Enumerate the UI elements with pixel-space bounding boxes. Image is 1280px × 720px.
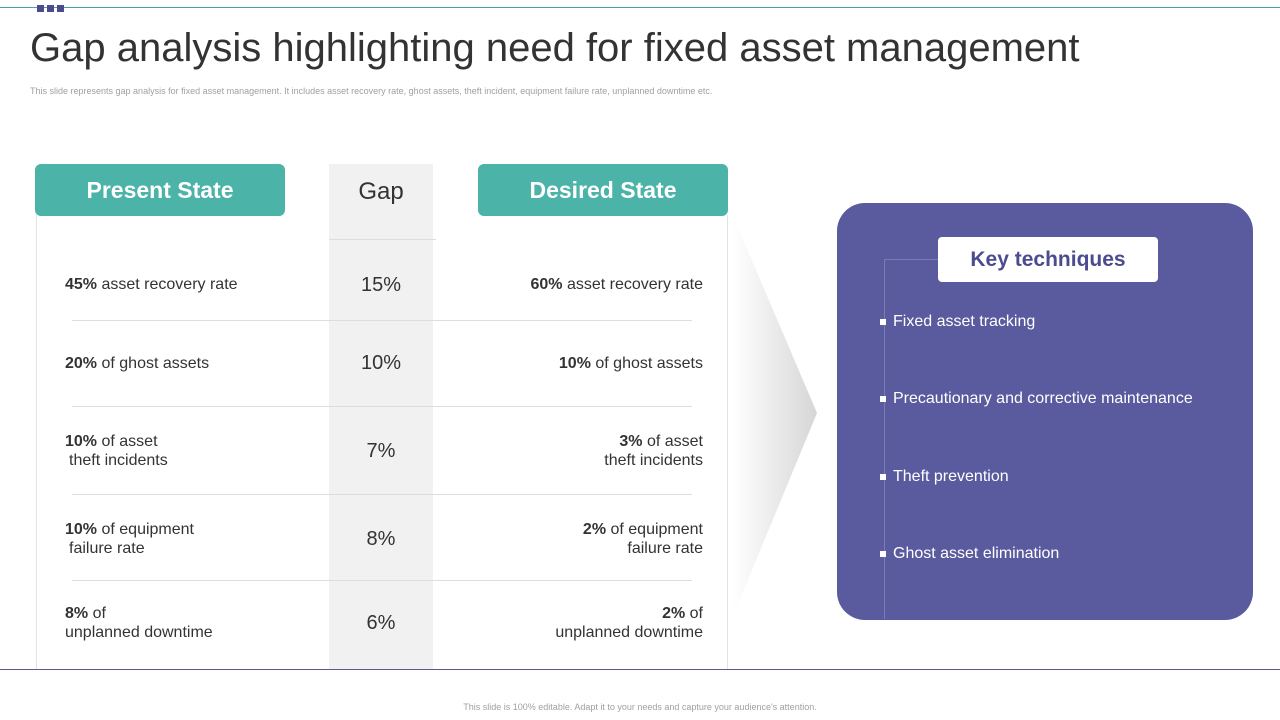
footer-note: This slide is 100% editable. Adapt it to… bbox=[463, 702, 817, 712]
bullet-icon bbox=[880, 396, 886, 402]
present-state-cell: 10% of equipment failure rate bbox=[65, 520, 194, 558]
desired-state-header: Desired State bbox=[478, 164, 728, 216]
desired-text: of equipment bbox=[606, 521, 703, 538]
present-state-cell: 45% asset recovery rate bbox=[65, 275, 238, 294]
desired-text-line2: theft incidents bbox=[604, 452, 703, 469]
desired-text-line2: unplanned downtime bbox=[555, 624, 703, 641]
technique-item: Fixed asset tracking bbox=[880, 313, 1035, 331]
key-techniques-title: Key techniques bbox=[938, 237, 1158, 282]
present-text-line2: unplanned downtime bbox=[65, 624, 213, 641]
gap-header: Gap bbox=[358, 178, 404, 205]
desired-text-line2: failure rate bbox=[627, 540, 703, 557]
gap-value: 6% bbox=[366, 612, 396, 634]
panel-connector-line bbox=[884, 259, 940, 260]
present-text: of equipment bbox=[97, 521, 194, 538]
bullet-icon bbox=[880, 319, 886, 325]
row-divider bbox=[72, 494, 692, 495]
table-right-border bbox=[727, 215, 728, 670]
gap-header-divider bbox=[329, 239, 436, 240]
present-text: of bbox=[88, 605, 106, 622]
top-rule bbox=[0, 7, 1280, 8]
present-value: 20% bbox=[65, 355, 98, 372]
table-left-border bbox=[36, 215, 37, 670]
present-text-line2: failure rate bbox=[69, 540, 145, 557]
gap-column-background bbox=[329, 164, 433, 670]
gap-value: 8% bbox=[366, 528, 396, 550]
desired-text: of ghost assets bbox=[590, 355, 703, 372]
gap-value: 7% bbox=[366, 440, 396, 462]
desired-value: 10% bbox=[558, 355, 591, 372]
page-title: Gap analysis highlighting need for fixed… bbox=[30, 26, 1080, 70]
present-text: of asset bbox=[97, 433, 158, 450]
present-value: 8% bbox=[65, 605, 89, 622]
present-state-cell: 8% of unplanned downtime bbox=[65, 604, 213, 642]
desired-state-cell: 2% of equipment failure rate bbox=[583, 520, 703, 558]
technique-item: Theft prevention bbox=[880, 468, 1009, 486]
desired-text: asset recovery rate bbox=[562, 276, 703, 293]
decorative-dots bbox=[37, 5, 64, 12]
technique-label: Theft prevention bbox=[893, 468, 1009, 485]
technique-item: Precautionary and corrective maintenance bbox=[880, 390, 1193, 408]
desired-state-cell: 10% of ghost assets bbox=[559, 354, 703, 373]
bullet-icon bbox=[880, 551, 886, 557]
desired-value: 2% bbox=[662, 605, 686, 622]
technique-item: Ghost asset elimination bbox=[880, 545, 1059, 563]
gap-value: 15% bbox=[360, 274, 402, 296]
row-divider bbox=[72, 406, 692, 407]
bottom-rule bbox=[0, 669, 1280, 670]
desired-state-cell: 60% asset recovery rate bbox=[530, 275, 703, 294]
desired-value: 2% bbox=[582, 521, 607, 538]
desired-value: 60% bbox=[530, 276, 563, 293]
technique-label: Ghost asset elimination bbox=[893, 545, 1060, 562]
present-state-cell: 20% of ghost assets bbox=[65, 354, 209, 373]
present-value: 10% bbox=[65, 521, 98, 538]
row-divider bbox=[72, 320, 692, 321]
present-text-line2: theft incidents bbox=[69, 452, 168, 469]
technique-label: Fixed asset tracking bbox=[893, 313, 1036, 330]
gap-value: 10% bbox=[360, 352, 402, 374]
panel-connector-line bbox=[884, 259, 885, 619]
technique-label: Precautionary and corrective maintenance bbox=[893, 390, 1193, 407]
desired-value: 3% bbox=[619, 433, 643, 450]
present-state-cell: 10% of asset theft incidents bbox=[65, 432, 168, 470]
present-value: 10% bbox=[65, 433, 98, 450]
desired-state-cell: 3% of asset theft incidents bbox=[604, 432, 703, 470]
desired-text: of bbox=[685, 605, 703, 622]
present-text: asset recovery rate bbox=[97, 276, 238, 293]
desired-text: of asset bbox=[642, 433, 703, 450]
row-divider bbox=[72, 580, 692, 581]
page-subtitle: This slide represents gap analysis for f… bbox=[30, 86, 713, 96]
present-text: of ghost assets bbox=[97, 355, 210, 372]
bullet-icon bbox=[880, 474, 886, 480]
present-value: 45% bbox=[65, 276, 98, 293]
present-state-header: Present State bbox=[35, 164, 285, 216]
arrow-shape bbox=[733, 216, 817, 616]
desired-state-cell: 2% of unplanned downtime bbox=[555, 604, 703, 642]
